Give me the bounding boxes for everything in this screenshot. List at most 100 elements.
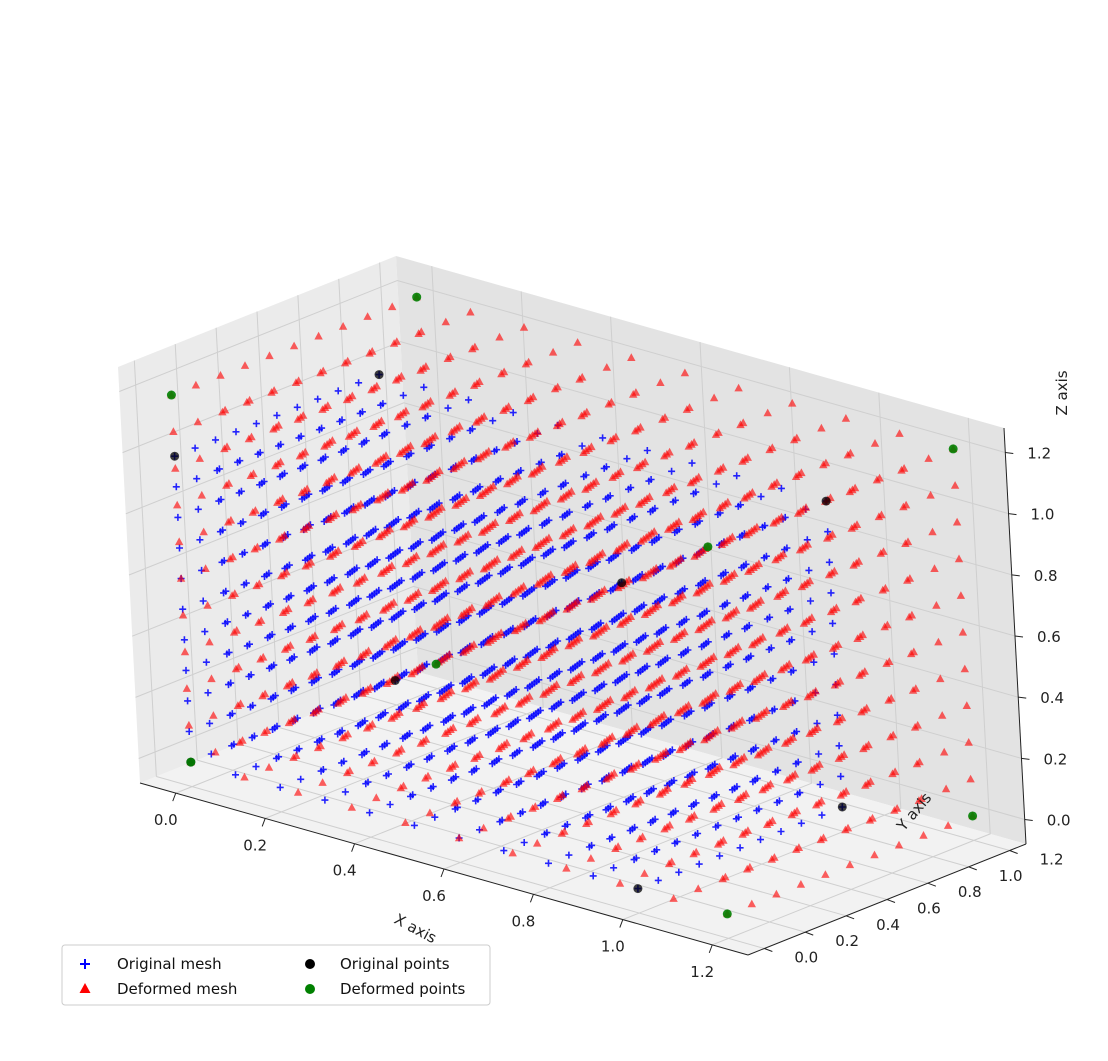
deformed-mesh-point <box>491 518 500 526</box>
legend-frame <box>61 944 491 1006</box>
deformed-mesh-point <box>504 402 513 410</box>
original-mesh-point <box>420 383 428 391</box>
deformed-mesh-point <box>860 667 869 675</box>
original-mesh-point <box>723 599 731 607</box>
z-axis-label: Z axis <box>1053 370 1071 415</box>
original-mesh-point <box>643 662 651 670</box>
x-tick-label: 1.0 <box>601 938 625 956</box>
original-mesh-point <box>431 813 439 821</box>
deformed-mesh-point <box>587 442 596 451</box>
deformed-mesh-point <box>879 547 888 555</box>
original-mesh-point <box>407 760 415 768</box>
original-mesh-point <box>362 437 370 445</box>
original-mesh-point <box>530 584 538 592</box>
deformed-mesh-point <box>783 623 792 631</box>
deformed-mesh-point <box>345 766 354 775</box>
deformed-mesh-point <box>788 398 797 407</box>
deformed-mesh-point <box>694 472 703 481</box>
original-mesh-point <box>204 689 212 697</box>
x-tick-mark <box>619 919 624 928</box>
original-mesh-point <box>659 562 667 570</box>
original-mesh-point <box>602 463 610 471</box>
deformed-mesh-point <box>410 514 419 523</box>
deformed-mesh-point <box>719 463 728 471</box>
original-mesh-point <box>774 766 782 774</box>
original-mesh-point <box>686 677 693 685</box>
deformed-mesh-point <box>892 804 902 812</box>
deformed-mesh-point <box>913 720 922 729</box>
original-mesh-point <box>184 697 192 705</box>
deformed-mesh-point <box>670 482 679 491</box>
deformed-mesh-point <box>821 458 831 467</box>
deformed-mesh-point <box>928 527 937 536</box>
deformed-mesh-point <box>538 462 547 470</box>
deformed-mesh-point <box>659 710 669 719</box>
deformed-mesh-point <box>366 683 375 691</box>
deformed-mesh-point <box>620 502 630 510</box>
y-tick-mark <box>886 899 896 903</box>
z-tick-mark <box>1021 757 1030 760</box>
deformed-mesh-point <box>308 594 318 603</box>
deformed-mesh-point <box>792 806 802 815</box>
z-tick-label: 0.8 <box>1034 567 1058 585</box>
deformed-mesh-point <box>494 591 504 600</box>
deformed-mesh-point <box>830 566 839 575</box>
original-mesh-point <box>662 624 670 632</box>
original-mesh-point <box>469 704 477 711</box>
original-mesh-point <box>493 446 501 454</box>
original-mesh-point <box>725 630 733 638</box>
deformed-mesh-point <box>506 812 515 820</box>
original-mesh-point <box>535 676 543 684</box>
deformed-mesh-point <box>496 628 506 637</box>
deformed-mesh-point <box>762 706 771 714</box>
original-mesh-point <box>517 777 525 785</box>
original-mesh-point <box>640 601 648 609</box>
deformed-mesh-point <box>611 805 621 814</box>
deformed-mesh-point <box>169 427 178 435</box>
deformed-mesh-point <box>360 573 369 581</box>
original-mesh-point <box>485 571 493 579</box>
original-mesh-point <box>423 660 431 668</box>
deformed-mesh-point <box>550 643 559 652</box>
original-mesh-point <box>333 635 341 643</box>
deformed-mesh-point <box>426 396 435 405</box>
deformed-mesh-point <box>875 473 884 482</box>
deformed-mesh-point <box>628 649 638 657</box>
original-mesh-point <box>578 442 586 450</box>
original-mesh-point <box>586 500 594 508</box>
deformed-mesh-point <box>788 733 798 741</box>
z-tick-mark <box>1008 513 1017 516</box>
original-mesh-point <box>313 643 321 651</box>
original-mesh-point <box>621 640 629 648</box>
original-mesh-point <box>837 772 845 780</box>
legend-label-original-mesh: Original mesh <box>117 955 222 973</box>
x-tick-label: 0.4 <box>333 862 357 880</box>
original-mesh-point <box>631 513 638 521</box>
deformed-mesh-point <box>364 646 373 655</box>
deformed-mesh-point <box>680 627 689 636</box>
deformed-mesh-point <box>224 479 234 487</box>
deformed-mesh-point <box>439 539 448 548</box>
deformed-mesh-point <box>292 751 301 759</box>
original-mesh-point <box>589 872 597 880</box>
deformed-mesh-point <box>381 451 391 459</box>
z-tick-label: 0.0 <box>1047 812 1071 830</box>
grid-line-x <box>622 392 902 921</box>
original-mesh-point <box>435 499 443 507</box>
original-mesh-point <box>722 569 729 576</box>
deformed-mesh-point <box>709 393 719 402</box>
original-mesh-point <box>410 821 418 829</box>
y-tick-label: 0.6 <box>917 900 941 918</box>
original-mesh-point <box>565 851 573 859</box>
original-mesh-point <box>263 539 271 547</box>
deformed-mesh-point <box>809 650 818 658</box>
deformed-mesh-point <box>692 847 701 856</box>
deformed-mesh-point <box>715 762 724 771</box>
deformed-mesh-point <box>905 574 915 582</box>
original-mesh-point <box>825 558 833 566</box>
original-mesh-point <box>623 455 631 463</box>
original-mesh-point <box>381 709 389 717</box>
original-mesh-point <box>555 668 563 676</box>
y-tick-label: 0.0 <box>794 948 818 966</box>
deformed-mesh-point <box>176 574 186 582</box>
